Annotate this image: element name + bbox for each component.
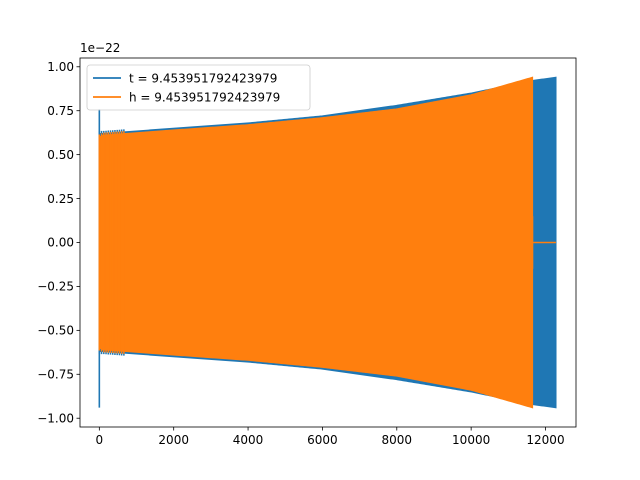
legend-label-1: t = 9.453951792423979	[129, 71, 277, 85]
x-tick-label: 2000	[158, 433, 189, 447]
y-tick-label: −0.25	[37, 280, 74, 294]
legend: t = 9.453951792423979 h = 9.4539517924239…	[86, 64, 311, 111]
y-tick-label: −0.50	[37, 324, 74, 338]
y-tick-label: −1.00	[37, 411, 74, 425]
x-tick-label: 8000	[382, 433, 413, 447]
legend-label-2: h = 9.453951792423979	[129, 90, 280, 104]
y-tick-label: 1.00	[47, 60, 74, 74]
y-offset-label: 1e−22	[80, 41, 120, 55]
x-tick-label: 4000	[233, 433, 264, 447]
series-2-oscillation	[98, 131, 125, 354]
x-tick-label: 0	[96, 433, 104, 447]
series-2-envelope	[98, 76, 534, 409]
plot-area: 0 2000 4000 6000 8000 10000 12000 −1.00 −0.75 −0.…	[37, 41, 577, 447]
y-tick-label: 0.25	[47, 192, 74, 206]
y-tick-label: 0.75	[47, 104, 74, 118]
axes-layer: 0 2000 4000 6000 8000 10000 12000 −1.00 −0.75 −0.…	[37, 57, 577, 447]
x-tick-label: 10000	[452, 433, 490, 447]
legend-box	[86, 64, 311, 111]
x-tick-label: 12000	[526, 433, 564, 447]
series-layer	[98, 76, 557, 409]
y-tick-label: −0.75	[37, 367, 74, 381]
y-tick-label: 0.50	[47, 148, 74, 162]
y-tick-label: 0.00	[47, 236, 74, 250]
x-tick-label: 6000	[307, 433, 338, 447]
series-2	[98, 76, 556, 409]
